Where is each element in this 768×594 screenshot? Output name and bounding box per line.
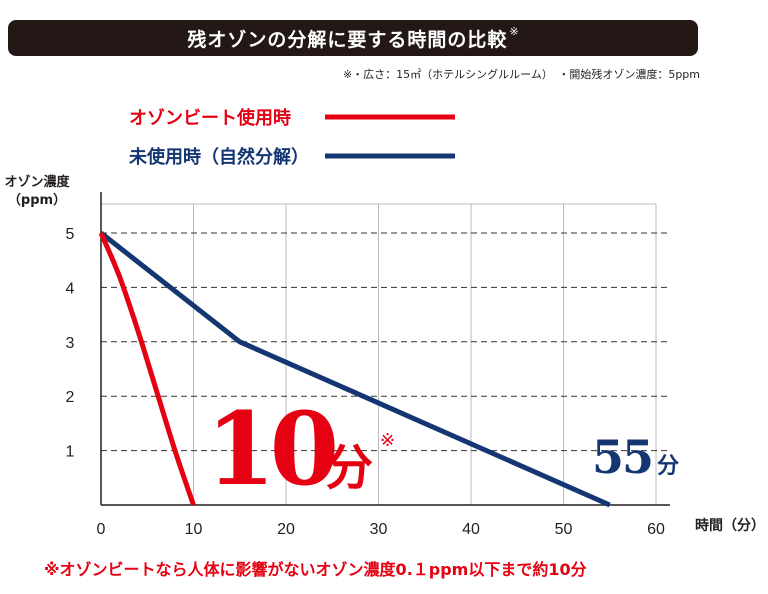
y-tick-label: 4	[66, 280, 75, 297]
callout-with-device-unit: 分	[325, 440, 373, 496]
callout-without-device-unit: 分	[657, 454, 679, 479]
legend-label-with-device: オゾンビート使用時	[129, 108, 291, 129]
series-line-with-device	[98, 232, 196, 506]
x-tick-label: 0	[97, 521, 106, 538]
x-tick-label: 40	[462, 521, 480, 538]
x-axis-label: 時間（分）	[695, 517, 765, 534]
y-tick-label: 3	[66, 335, 75, 352]
callout-without-device-number: 55	[592, 430, 652, 484]
y-axis-label: オゾン濃度 （ppm）	[4, 174, 70, 208]
conditions-note: ※・広さ：15㎡（ホテルシングルルーム） ・開始残オゾン濃度：5ppm	[342, 68, 700, 81]
series-line-without-device	[99, 231, 611, 508]
legend-label-without-device: 未使用時（自然分解）	[129, 146, 309, 168]
y-tick-label: 1	[66, 444, 75, 461]
title-note-mark: ※	[509, 24, 519, 38]
x-tick-label: 60	[647, 521, 665, 538]
y-tick-label: 2	[66, 389, 75, 406]
y-axis-label-line: （ppm）	[8, 192, 66, 208]
x-tick-label: 30	[370, 521, 388, 538]
callout-with-device-number: 10	[206, 390, 335, 508]
y-tick-label: 5	[66, 226, 75, 243]
footnote: ※オゾンビートなら人体に影響がないオゾン濃度0.１ppm以下まで約10分	[44, 560, 587, 579]
y-axis-label-line: オゾン濃度	[4, 174, 70, 190]
chart-title: 残オゾンの分解に要する時間の比較	[187, 28, 508, 51]
x-tick-label: 10	[185, 521, 203, 538]
title-bar: 残オゾンの分解に要する時間の比較 ※	[8, 20, 698, 56]
callout-with-device-mark: ※	[380, 430, 395, 451]
x-tick-label: 50	[555, 521, 573, 538]
x-tick-label: 20	[277, 521, 295, 538]
